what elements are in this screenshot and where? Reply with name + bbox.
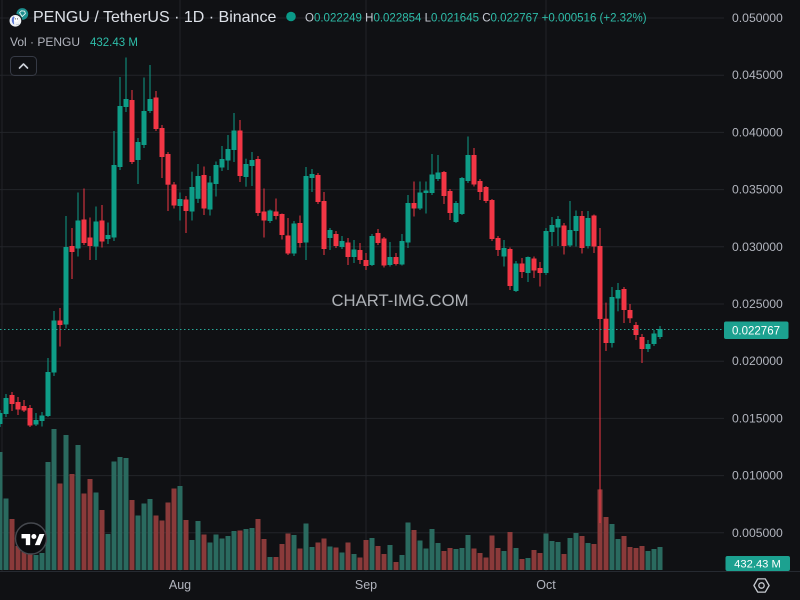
svg-text:Oct: Oct xyxy=(536,578,556,592)
svg-text:0.035000: 0.035000 xyxy=(732,183,783,197)
svg-text:0.045000: 0.045000 xyxy=(732,68,783,82)
svg-text:O0.022249 H0.022854 L0.021645: O0.022249 H0.022854 L0.021645 C0.022767 … xyxy=(305,13,647,25)
svg-text:Aug: Aug xyxy=(169,578,191,592)
svg-text:0.010000: 0.010000 xyxy=(732,469,783,483)
svg-text:432.43 M: 432.43 M xyxy=(90,37,138,49)
svg-text:Vol · PENGU: Vol · PENGU xyxy=(10,35,80,49)
svg-text:PENGU / TetherUS · 1D · Binanc: PENGU / TetherUS · 1D · Binance xyxy=(33,9,276,26)
svg-text:432.43 M: 432.43 M xyxy=(734,558,781,570)
svg-text:0.030000: 0.030000 xyxy=(732,240,783,254)
svg-text:0.015000: 0.015000 xyxy=(732,411,783,425)
svg-text:0.050000: 0.050000 xyxy=(732,11,783,25)
svg-text:0.025000: 0.025000 xyxy=(732,297,783,311)
svg-text:0.022767: 0.022767 xyxy=(732,325,780,337)
svg-text:CHART-IMG.COM: CHART-IMG.COM xyxy=(332,291,469,310)
svg-text:0.040000: 0.040000 xyxy=(732,125,783,139)
svg-text:Sep: Sep xyxy=(355,578,377,592)
svg-text:0.020000: 0.020000 xyxy=(732,354,783,368)
svg-text:0.005000: 0.005000 xyxy=(732,526,783,540)
